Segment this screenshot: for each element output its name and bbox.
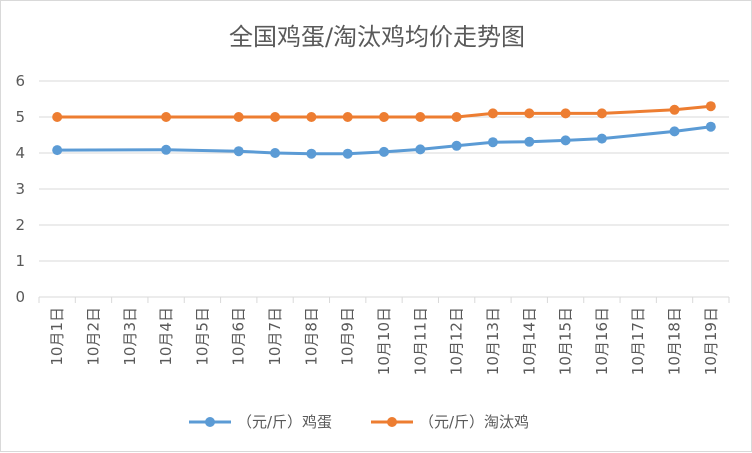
data-point-1 [52,112,63,122]
data-point-0 [379,146,389,157]
data-point-1 [342,112,353,122]
x-tick-label: 10月19日 [702,307,720,375]
y-tick-label: 2 [15,216,25,234]
data-point-0 [415,144,426,155]
grid-layer [39,80,729,262]
data-point-1 [596,108,607,119]
data-point-0 [560,135,571,146]
data-point-1 [669,104,680,115]
x-tick-label: 10月5日 [193,307,211,366]
legend-label-1: （元/斤）淘汰鸡 [419,413,529,431]
data-point-0 [451,140,462,151]
axis-layer: 0 1 2 3 4 5 6 10月1日 10月2日 10月3日 10月4日 10月5日 10月6日 10月… [15,72,730,375]
data-point-0 [306,148,317,159]
data-point-0 [705,121,716,132]
data-point-0 [161,144,172,155]
legend-label-0: （元/斤）鸡蛋 [237,413,332,431]
x-tick-label: 10月16日 [593,307,611,375]
x-tick-label: 10月15日 [557,307,575,375]
series-layer [52,101,716,159]
x-tick-label: 10月11日 [411,307,429,375]
data-point-1 [306,112,317,122]
x-tick-label: 10月8日 [302,307,320,366]
x-tick-label: 10月7日 [266,307,284,366]
data-point-0 [342,148,353,159]
data-point-0 [669,126,680,137]
data-point-1 [705,101,716,112]
y-tick-label: 3 [15,180,25,198]
y-tick-label: 1 [15,252,25,270]
y-tick-label: 0 [15,288,25,306]
data-point-0 [233,146,244,157]
data-point-0 [52,145,63,156]
x-tick-label: 10月2日 [84,307,102,366]
x-tick-label: 10月17日 [629,307,647,375]
data-point-0 [596,133,607,144]
x-tick-label: 10月6日 [230,307,248,366]
data-point-1 [524,108,535,119]
x-tick-label: 10月9日 [339,307,357,366]
data-point-1 [451,112,462,122]
x-tick-label: 10月18日 [666,307,684,375]
legend: （元/斤）鸡蛋 （元/斤）淘汰鸡 [189,413,529,431]
data-point-1 [161,112,172,122]
x-tick-label: 10月12日 [448,307,466,375]
data-point-1 [487,108,498,119]
data-point-0 [487,137,498,148]
data-point-1 [379,112,389,122]
x-tick-label: 10月3日 [121,307,139,366]
y-tick-label: 5 [15,108,25,126]
x-tick-label: 10月1日 [48,307,66,366]
data-point-1 [270,112,281,122]
data-point-1 [415,112,426,122]
x-tick-label: 10月14日 [520,307,538,375]
x-tick-label: 10月13日 [484,307,502,375]
data-point-1 [560,108,571,119]
data-point-1 [233,112,244,122]
legend-marker-0 [205,417,215,427]
legend-marker-1 [387,417,397,427]
x-tick-label: 10月4日 [157,307,175,366]
x-tick-label: 10月10日 [375,307,393,375]
y-tick-label: 4 [15,144,25,162]
chart-title: 全国鸡蛋/淘汰鸡均价走势图 [229,23,525,51]
data-point-0 [524,136,535,147]
data-point-0 [270,148,281,158]
y-tick-label: 6 [15,72,25,90]
